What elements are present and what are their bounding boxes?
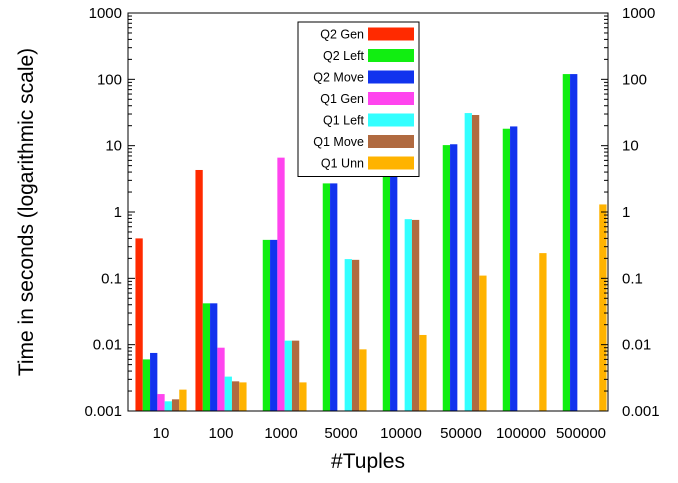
bar <box>411 219 420 411</box>
bar <box>171 399 180 411</box>
y-tick-label: 100 <box>97 71 122 88</box>
bar <box>471 114 480 412</box>
legend-label: Q1 Unn <box>321 157 364 171</box>
bar <box>299 382 307 411</box>
bar <box>382 168 391 411</box>
legend-label: Q1 Move <box>313 135 364 149</box>
y-tick-label: 10 <box>105 138 122 155</box>
x-axis-title: #Tuples <box>331 450 405 473</box>
bar <box>599 204 607 411</box>
y-tick-label-right: 0.001 <box>622 403 660 420</box>
y-tick-label-right: 0.1 <box>622 270 643 287</box>
legend-swatch <box>368 70 414 84</box>
bar <box>464 113 472 411</box>
bar <box>359 349 367 411</box>
bar <box>142 359 151 411</box>
legend-swatch <box>368 113 414 127</box>
bar <box>562 74 571 411</box>
bars-layer <box>135 74 607 412</box>
legend-swatch <box>368 156 414 170</box>
bar <box>351 259 360 411</box>
y-tick-label: 0.1 <box>101 270 122 287</box>
series-q2-left <box>142 74 571 412</box>
labels-layer: 0.001 0.001 0.01 0.01 0.1 0.1 1 1 10 10 100 100 1000… <box>84 5 659 442</box>
bar <box>539 253 547 411</box>
legend-item: Q2 Left <box>323 49 414 63</box>
bar <box>390 168 398 411</box>
bar <box>284 340 292 411</box>
bar <box>210 303 218 411</box>
series-q1-gen <box>157 157 285 411</box>
bar <box>164 401 172 411</box>
legend-item: Q2 Move <box>313 70 414 85</box>
series-q1-left <box>164 113 472 411</box>
bar <box>291 340 300 411</box>
legend-label: Q1 Gen <box>320 92 364 106</box>
y-tick-label-right: 1000 <box>622 5 655 22</box>
legend-item: Q1 Unn <box>321 156 414 171</box>
legend-label: Q2 Gen <box>320 28 364 42</box>
legend-swatch <box>368 92 414 105</box>
bar <box>344 259 352 411</box>
bar <box>224 376 232 411</box>
bar <box>479 275 487 411</box>
bar <box>202 303 211 411</box>
y-tick-label: 1000 <box>89 5 122 22</box>
bar <box>419 334 427 411</box>
y-tick-label-right: 0.01 <box>622 337 651 354</box>
x-tick-label: 100 <box>208 425 233 442</box>
bar <box>450 144 458 411</box>
bar <box>195 169 203 411</box>
legend-item: Q1 Move <box>313 135 414 149</box>
bar <box>502 128 511 412</box>
bar <box>277 157 285 411</box>
bar <box>510 126 518 412</box>
bar <box>231 381 240 411</box>
legend-label: Q2 Left <box>323 49 365 63</box>
x-tick-label: 5000 <box>324 425 357 442</box>
x-tick-label: 50000 <box>440 425 482 442</box>
series-q1-move <box>171 114 480 412</box>
series-q2-move <box>150 74 578 412</box>
x-tick-label: 10 <box>153 425 170 442</box>
legend-item: Q1 Gen <box>320 92 414 106</box>
y-tick-label: 0.001 <box>84 403 122 420</box>
legend-swatch <box>368 49 414 62</box>
y-tick-label-right: 10 <box>622 138 639 155</box>
legend: Q2 Gen Q2 Left Q2 Move Q1 Gen Q1 Left Q1 Move… <box>297 21 420 177</box>
bar <box>150 352 158 411</box>
bar <box>322 183 331 411</box>
x-tick-label: 1000 <box>264 425 297 442</box>
legend-item: Q1 Left <box>323 113 414 128</box>
ticks-layer <box>128 12 608 412</box>
bar <box>270 239 278 411</box>
bar <box>442 145 451 411</box>
y-tick-label: 0.01 <box>93 337 122 354</box>
y-tick-label-right: 100 <box>622 71 647 88</box>
x-tick-label: 500000 <box>556 425 606 442</box>
x-tick-label: 10000 <box>380 425 422 442</box>
bar <box>157 394 165 411</box>
bar <box>570 74 578 411</box>
legend-swatch <box>368 135 414 148</box>
bar <box>262 239 271 411</box>
series-q2-gen <box>135 169 203 411</box>
bar <box>330 183 338 411</box>
legend-swatch <box>368 27 414 41</box>
series-q1-unn <box>179 204 607 411</box>
y-tick-label: 1 <box>114 204 122 221</box>
bar <box>404 219 412 411</box>
bar <box>179 389 187 411</box>
legend-label: Q1 Left <box>323 114 365 128</box>
legend-label: Q2 Move <box>313 71 364 85</box>
bar <box>239 382 247 411</box>
y-tick-label-right: 1 <box>622 204 630 221</box>
bar <box>135 238 143 411</box>
legend-item: Q2 Gen <box>320 27 414 42</box>
x-tick-label: 100000 <box>496 425 546 442</box>
bar <box>217 347 225 411</box>
y-axis-title: Time in seconds (logarithmic scale) <box>15 48 38 376</box>
